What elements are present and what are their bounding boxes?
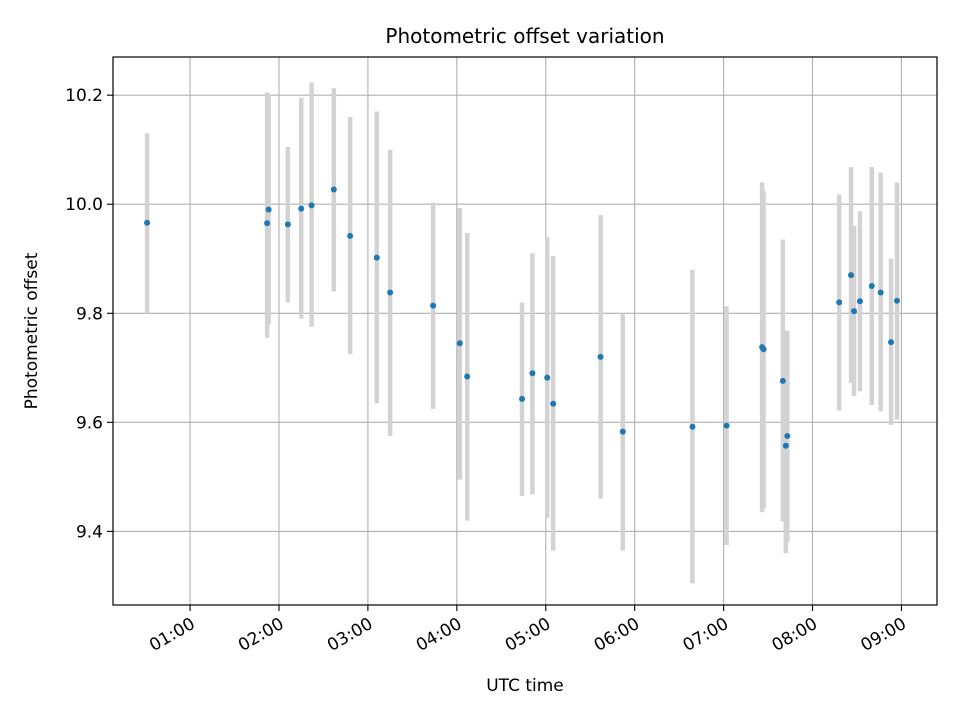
data-point [856,298,863,305]
data-point [298,205,305,212]
y-axis-ticks: 9.4 9.6 9.8 10.0 10.2 [65,86,113,542]
data-point [430,302,437,309]
data-point [265,206,272,213]
x-axis-label: UTC time [486,676,564,696]
data-point [456,340,463,347]
data-point [851,308,858,315]
data-point [597,353,604,360]
data-point [544,374,551,381]
data-point [347,232,354,239]
data-point [373,254,380,261]
data-point [689,423,696,430]
data-point [784,432,791,439]
data-point [387,289,394,296]
data-point [888,339,895,346]
data-point [868,283,875,290]
data-point [619,428,626,435]
data-point [893,297,900,304]
data-point [144,219,151,226]
data-point [723,422,730,429]
data-point [760,346,767,353]
data-point [836,299,843,306]
data-point [779,377,786,384]
y-tick-label: 9.8 [76,304,103,324]
data-point [264,220,271,227]
data-point [308,202,315,209]
data-point [877,289,884,296]
y-tick-label: 10.0 [65,195,103,215]
data-points [144,186,900,449]
data-point [529,370,536,377]
data-point [519,395,526,402]
data-point [848,272,855,279]
data-point [464,373,471,380]
plot-frame [112,56,938,606]
y-tick-label: 9.4 [76,522,103,542]
y-tick-label: 10.2 [65,86,103,106]
y-tick-label: 9.6 [76,413,103,433]
data-point [550,400,557,407]
data-point [330,186,337,193]
data-point [284,221,291,228]
data-point [782,442,789,449]
y-axis-label: Photometric offset [22,252,42,409]
chart-title: Photometric offset variation [385,24,664,48]
